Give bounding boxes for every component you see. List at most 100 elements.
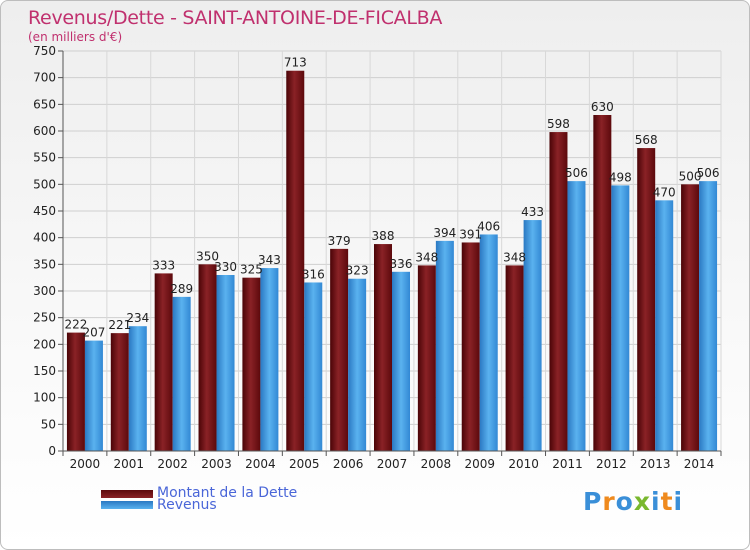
bar-revenus-2007 bbox=[392, 271, 410, 451]
x-tick-label-2001: 2001 bbox=[114, 457, 145, 471]
axes: 0 50 100 150 200 250 300 350 400 450 500 550 600 650 7… bbox=[33, 44, 722, 471]
logo-letter: i bbox=[651, 487, 661, 516]
x-tick-label-2008: 2008 bbox=[421, 457, 452, 471]
y-tick-label: 500 bbox=[33, 177, 56, 191]
x-tick-label-2000: 2000 bbox=[70, 457, 101, 471]
value-label-dette-2010: 348 bbox=[503, 250, 526, 264]
value-label-revenus-2002: 289 bbox=[170, 282, 193, 296]
bar-revenus-2011 bbox=[567, 181, 586, 451]
x-tick-label-2014: 2014 bbox=[684, 457, 715, 471]
logo-letter: i bbox=[673, 487, 684, 516]
bar-revenus-2014 bbox=[699, 181, 718, 451]
bar-revenus-2009 bbox=[479, 234, 498, 451]
y-tick-label: 100 bbox=[33, 391, 56, 405]
y-tick-label: 0 bbox=[48, 444, 56, 458]
value-label-revenus-2005: 316 bbox=[302, 267, 325, 281]
x-tick-label-2005: 2005 bbox=[289, 457, 320, 471]
value-label-dette-2011: 598 bbox=[547, 117, 570, 131]
bar-dette-2013 bbox=[637, 148, 656, 452]
value-label-revenus-2009: 406 bbox=[477, 219, 500, 233]
value-label-revenus-2003: 330 bbox=[214, 260, 237, 274]
y-tick-label: 200 bbox=[33, 337, 56, 351]
x-tick-label-2011: 2011 bbox=[552, 457, 583, 471]
x-tick-label-2012: 2012 bbox=[596, 457, 627, 471]
value-label-dette-2005: 713 bbox=[284, 56, 307, 70]
x-tick-label-2003: 2003 bbox=[201, 457, 232, 471]
value-label-dette-2002: 333 bbox=[152, 258, 175, 272]
value-label-dette-2012: 630 bbox=[591, 100, 614, 114]
bar-dette-2012 bbox=[593, 115, 612, 451]
x-tick-label-2004: 2004 bbox=[245, 457, 276, 471]
value-label-dette-2003: 350 bbox=[196, 249, 219, 263]
y-tick-label: 650 bbox=[33, 97, 56, 111]
bar-revenus-2001 bbox=[128, 326, 147, 451]
bar-dette-2002 bbox=[154, 273, 173, 451]
bar-dette-2008 bbox=[417, 265, 436, 451]
bar-dette-2004 bbox=[242, 277, 261, 451]
bar-dette-2006 bbox=[330, 248, 349, 451]
logo-letter: x bbox=[633, 487, 651, 516]
bar-revenus-2006 bbox=[348, 278, 367, 451]
x-tick-label-2006: 2006 bbox=[333, 457, 364, 471]
bar-revenus-2010 bbox=[523, 220, 542, 451]
y-tick-label: 50 bbox=[41, 417, 56, 431]
y-tick-label: 300 bbox=[33, 284, 56, 298]
bar-revenus-2002 bbox=[172, 296, 191, 451]
value-label-revenus-2001: 234 bbox=[126, 311, 149, 325]
bar-dette-2007 bbox=[374, 244, 392, 451]
y-tick-label: 750 bbox=[33, 44, 56, 58]
y-tick-label: 700 bbox=[33, 71, 56, 85]
bar-revenus-2012 bbox=[611, 185, 630, 451]
bar-revenus-2008 bbox=[435, 240, 454, 451]
y-tick-label: 450 bbox=[33, 204, 56, 218]
value-label-revenus-2007: 336 bbox=[390, 257, 413, 271]
bar-dette-2010 bbox=[505, 265, 524, 451]
value-label-revenus-2010: 433 bbox=[521, 205, 544, 219]
value-label-dette-2009: 391 bbox=[459, 227, 482, 241]
value-label-dette-2007: 388 bbox=[372, 229, 395, 243]
y-tick-label: 150 bbox=[33, 364, 56, 378]
legend-swatch-dette bbox=[101, 490, 153, 498]
value-label-revenus-2013: 470 bbox=[653, 185, 676, 199]
bar-dette-2003 bbox=[198, 264, 217, 451]
value-label-revenus-2000: 207 bbox=[82, 326, 105, 340]
chart-title: Revenus/Dette - SAINT-ANTOINE-DE-FICALBA bbox=[28, 7, 443, 29]
logo-letter: r bbox=[602, 487, 616, 516]
logo-letter: t bbox=[660, 487, 674, 516]
bars bbox=[66, 70, 718, 452]
bar-dette-2014 bbox=[681, 184, 700, 452]
bar-dette-2011 bbox=[549, 132, 568, 452]
value-label-dette-2006: 379 bbox=[328, 234, 351, 248]
legend-swatch-revenus bbox=[101, 501, 153, 509]
value-label-revenus-2011: 506 bbox=[565, 166, 588, 180]
value-label-dette-2001: 221 bbox=[108, 318, 131, 332]
x-tick-label-2002: 2002 bbox=[157, 457, 188, 471]
logo-letter: o bbox=[615, 487, 634, 516]
y-tick-label: 550 bbox=[33, 151, 56, 165]
y-tick-label: 250 bbox=[33, 311, 56, 325]
y-tick-label: 350 bbox=[33, 257, 56, 271]
x-tick-label-2009: 2009 bbox=[464, 457, 495, 471]
bar-revenus-2000 bbox=[84, 340, 103, 451]
y-tick-label: 400 bbox=[33, 231, 56, 245]
x-tick-label-2007: 2007 bbox=[377, 457, 408, 471]
value-label-dette-2000: 222 bbox=[64, 318, 87, 332]
value-label-dette-2004: 325 bbox=[240, 263, 263, 277]
y-tick-label: 600 bbox=[33, 124, 56, 138]
value-label-revenus-2006: 323 bbox=[346, 264, 369, 278]
bar-revenus-2013 bbox=[655, 200, 674, 451]
bar-revenus-2003 bbox=[216, 275, 235, 451]
legend-label-revenus: Revenus bbox=[157, 497, 217, 513]
chart-subtitle: (en milliers d'€) bbox=[28, 30, 123, 44]
bar-dette-2000 bbox=[66, 332, 85, 451]
bar-revenus-2004 bbox=[260, 268, 279, 451]
logo-letter: P bbox=[583, 487, 603, 516]
legend-label-dette: Montant de la Dette bbox=[157, 485, 298, 501]
value-label-revenus-2008: 394 bbox=[433, 226, 456, 240]
proxiti-logo: Proxiti bbox=[583, 487, 683, 516]
value-label-revenus-2014: 506 bbox=[697, 166, 720, 180]
bar-revenus-2005 bbox=[304, 282, 323, 451]
value-label-dette-2013: 568 bbox=[635, 133, 658, 147]
